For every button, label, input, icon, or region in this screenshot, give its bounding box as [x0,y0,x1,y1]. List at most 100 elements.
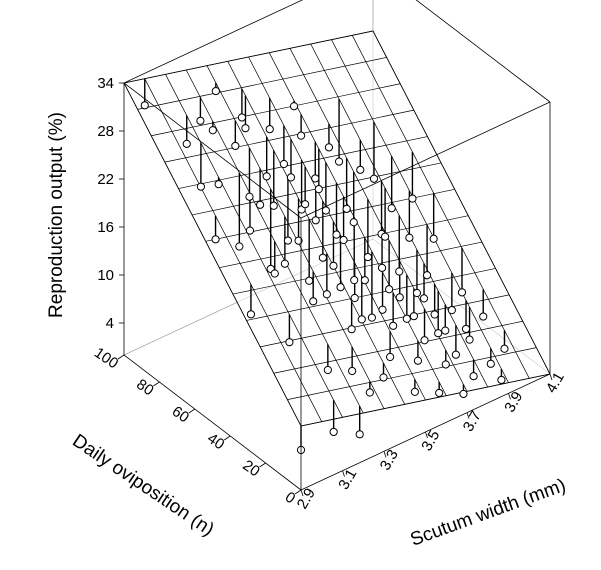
y-tick-mark [294,489,302,495]
y-tick-mark [223,435,231,441]
data-point [182,139,191,148]
data-point [395,267,404,276]
x-tick-mark [425,431,428,439]
data-point [360,276,369,285]
data-point [389,321,398,330]
data-point [350,276,359,285]
data-point [479,312,488,321]
data-point [339,235,348,245]
data-point [451,350,460,359]
data-point [256,200,265,209]
data-point [355,430,364,439]
data-point [387,204,396,213]
plane-grid-line [246,268,496,321]
plane-grid-line [123,82,302,427]
data-point [441,360,450,369]
y-tick-label: 80 [133,376,156,399]
plane-grid-line [151,83,401,137]
data-point [214,180,223,189]
data-point [363,252,372,262]
x-tick-label: 2.9 [294,485,319,512]
box-edge-front [123,354,302,491]
plane-grid-line [164,109,414,163]
data-point [245,192,254,201]
data-point [405,233,414,242]
data-point [196,116,205,125]
data-point [323,365,332,375]
y-axis-title: Daily oviposition (n) [68,430,217,540]
data-point [420,336,429,345]
plane-grid-line [331,39,509,383]
data-point [385,285,394,294]
data-point [356,165,365,174]
data-point [429,234,438,243]
plane-grid-line [287,347,537,400]
data-point [348,366,357,376]
data-point [409,312,418,321]
data-point [402,314,411,323]
data-point [140,101,149,110]
data-point [350,293,359,303]
z-tick-label: 22 [97,171,114,188]
data-point [211,86,220,96]
x-tick-label: 3.1 [335,466,360,493]
y-tick-mark [259,462,266,468]
data-point [235,242,244,251]
data-point [413,356,423,365]
z-axis-title: Reproduction output (%) [46,112,67,318]
plane-grid-line [137,57,387,110]
data-point [469,372,478,381]
x-axis-title: Scutum width (mm) [408,475,569,551]
data-point [380,232,390,241]
data-point [305,276,314,285]
data-point [334,157,344,166]
y-tick-mark [153,381,160,387]
data-point [377,263,387,272]
data-point [286,173,296,182]
y-tick-label: 60 [169,403,192,426]
data-point [270,269,279,278]
z-tick-label: 34 [97,75,114,92]
data-point [486,359,495,368]
data-point [241,124,250,133]
box-edge-front [123,82,302,219]
plane-grid-line [372,30,551,375]
data-point [435,388,444,398]
data-point [322,290,331,299]
data-point [332,230,341,239]
plane-grid-line [165,74,343,418]
data-point [289,102,299,111]
z-tick-label: 28 [97,123,114,140]
data-point [314,185,323,194]
data-point [500,344,509,353]
data-point [422,271,432,280]
data-point [408,194,417,203]
box-edge-front [123,0,304,84]
data-point [461,324,471,334]
data-point [329,427,338,437]
plane-grid-line [260,294,510,348]
data-point [196,182,205,191]
data-point [208,126,217,135]
plane-grid-line [144,78,323,422]
data-point [434,329,443,338]
data-point [457,288,467,297]
data-point [347,325,356,334]
data-point [367,313,377,322]
x-tick-mark [300,489,304,497]
data-point [441,326,450,335]
x-tick-label: 3.7 [460,408,485,435]
y-tick-mark [117,354,125,360]
data-point [369,174,379,183]
box-edge-front [300,101,551,219]
data-point [269,201,278,210]
data-point [321,206,330,215]
data-point [309,297,318,306]
data-point [379,373,388,382]
data-point [280,259,289,268]
data-point [430,310,439,319]
y-tick-mark [188,408,196,414]
data-point [245,226,255,235]
data-point [285,338,294,347]
